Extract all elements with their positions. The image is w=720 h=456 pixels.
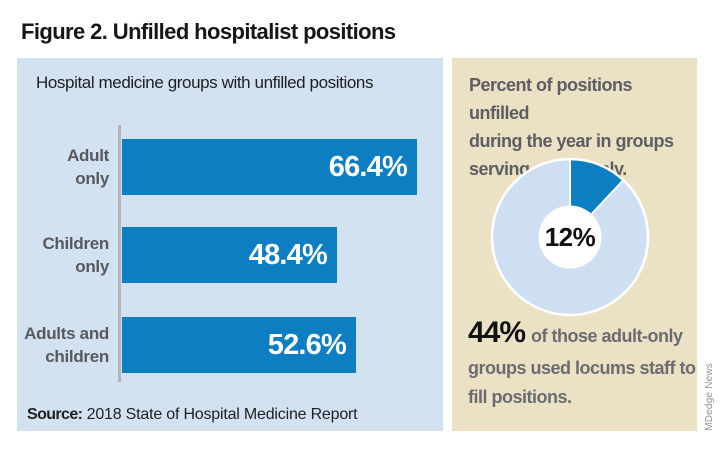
caption-line: during the year in groups [469,131,674,151]
credit-vertical: MDedge News [704,363,715,431]
donut-hole [538,205,602,269]
bar-value-label: 66.4% [328,150,408,183]
bar-chart-title: Hospital medicine groups with unfilled p… [36,73,374,92]
donut-panel: Percent of positions unfilled during the … [452,58,697,431]
stat-line: groups used locums staff to [468,358,696,378]
bar-category-label: Adults and children [24,324,109,366]
donut-chart: 12% [486,153,654,321]
donut-outer-ring [490,157,650,317]
bar-value-label: 48.4% [248,238,328,271]
source-note: Source: 2018 State of Hospital Medicine … [27,406,358,424]
bar-value-label: 52.6% [267,328,347,361]
bar: 66.4% [122,139,417,195]
donut-caption: Percent of positions unfilled during the … [469,71,684,183]
figure-title: Figure 2. Unfilled hospitalist positions [21,19,396,44]
stat-value: 44% [468,316,526,349]
bar-category-label: Adult only [67,146,109,188]
stat-text: of those adult-only [531,326,683,346]
bar-category-label: Children only [42,234,109,276]
stat-line: fill positions. [468,387,572,407]
bar: 48.4% [122,227,337,283]
source-text: 2018 State of Hospital Medicine Report [82,406,358,423]
caption-line: Percent of positions unfilled [469,75,633,123]
stat-line: 44% of those adult-only [468,316,690,354]
bar-chart-panel: Hospital medicine groups with unfilled p… [17,58,443,431]
stat-note: 44% of those adult-only groups used locum… [468,316,696,412]
bar-chart-axis [118,125,121,382]
bar: 52.6% [122,317,356,373]
donut-svg [490,157,650,317]
source-label: Source: [27,406,83,423]
